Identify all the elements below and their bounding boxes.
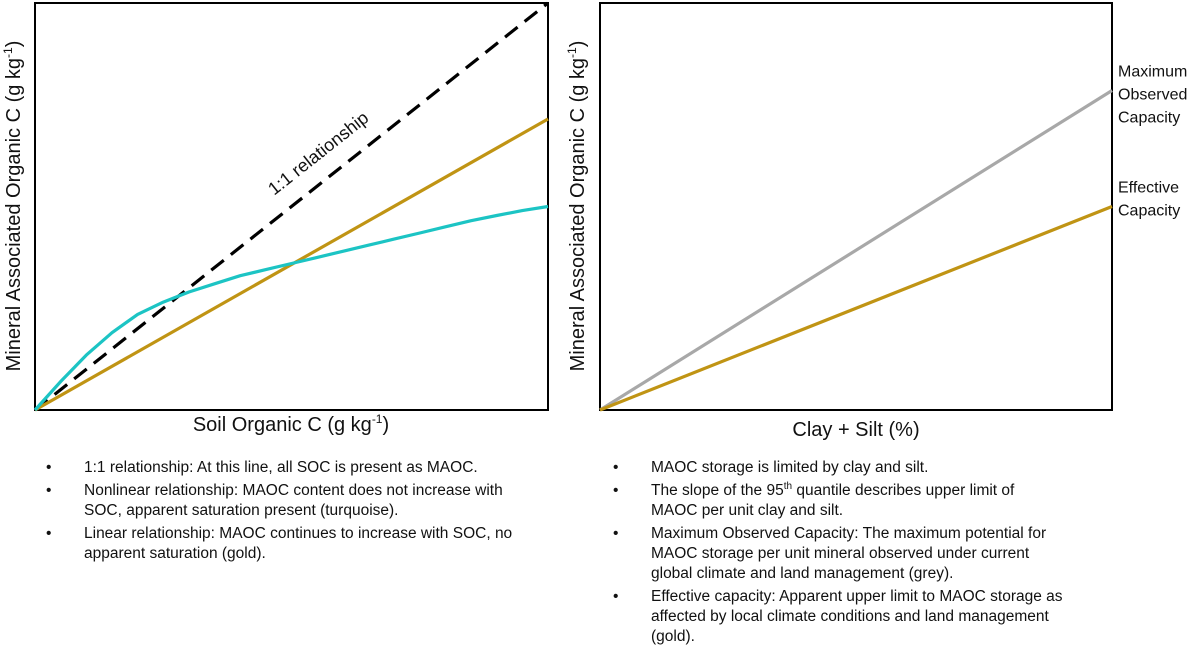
note-max-observed-capacity: Maximum Observed Capacity: The maximum p… [603,524,1063,584]
right-series-group [599,89,1113,412]
series-label-0-0: Maximum [1118,64,1187,81]
right-y-axis-label: Mineral Associated Organic C (g kg-1) [565,41,589,372]
left-y-axis-label: Mineral Associated Organic C (g kg-1) [1,41,25,372]
left-notes: 1:1 relationship: At this line, all SOC … [36,458,516,567]
note-95th-quantile: The slope of the 95th quantile describes… [603,481,1063,521]
right-chart: Mineral Associated Organic C (g kg-1) Cl… [565,2,1187,441]
right-series-labels: Maximum Observed Capacity Effective Capacity [1118,64,1187,220]
figure: Mineral Associated Organic C (g kg-1) So… [1,1,1187,441]
right-plot-frame [599,2,1113,411]
left-series-group [33,1,549,412]
note-nonlinear: Nonlinear relationship: MAOC content doe… [36,481,516,521]
left-chart: Mineral Associated Organic C (g kg-1) So… [1,1,549,436]
right-notes: MAOC storage is limited by clay and silt… [603,458,1063,650]
series-line-1-1 [599,205,1113,412]
note-clay-silt-limit: MAOC storage is limited by clay and silt… [603,458,1063,478]
note-linear: Linear relationship: MAOC continues to i… [36,524,516,564]
series-label-0-2: Capacity [1118,110,1180,127]
series-line-0-2 [33,204,549,412]
series-label-1-0: Effective [1118,180,1179,197]
series-label-0-1: Observed [1118,87,1187,104]
series-label-1-1: Capacity [1118,203,1180,220]
left-x-axis-label: Soil Organic C (g kg-1) [193,412,389,436]
note-effective-capacity: Effective capacity: Apparent upper limit… [603,587,1063,647]
series-line-0-0 [34,1,549,412]
note-one-to-one: 1:1 relationship: At this line, all SOC … [36,458,516,478]
right-x-axis-label: Clay + Silt (%) [792,419,919,441]
series-line-1-0 [599,89,1113,412]
